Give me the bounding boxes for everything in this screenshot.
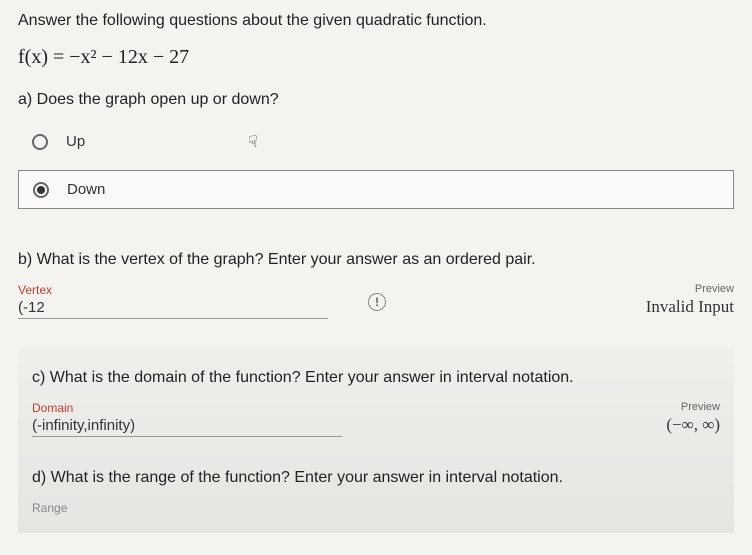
domain-input-group[interactable]: Domain (-infinity,infinity) [32,401,342,437]
domain-field-label: Domain [32,401,342,415]
radio-option-down[interactable]: Down [18,170,734,209]
question-a: a) Does the graph open up or down? [18,91,734,109]
question-b: b) What is the vertex of the graph? Ente… [18,251,734,269]
preview-invalid: Invalid Input [646,297,734,317]
vertex-input-group[interactable]: Vertex (-12 [18,283,328,319]
warning-icon: ! [368,293,386,311]
instruction-text: Answer the following questions about the… [18,12,734,30]
range-field-label: Range [32,501,720,515]
domain-field-value: (-infinity,infinity) [32,417,342,437]
radio-label-up: Up [66,133,85,150]
radio-icon [33,182,49,198]
vertex-field-label: Vertex [18,283,328,297]
radio-icon [32,134,48,150]
question-d: d) What is the range of the function? En… [32,469,720,487]
preview-label: Preview [666,401,720,413]
question-c: c) What is the domain of the function? E… [32,369,720,387]
radio-label-down: Down [67,181,105,198]
preview-label: Preview [646,283,734,295]
preview-domain: (−∞, ∞) [666,415,720,435]
equation-text: f(x) = −x² − 12x − 27 [18,46,734,69]
vertex-field-value: (-12 [18,299,328,319]
radio-option-up[interactable]: Up ☟ [18,123,734,160]
pointer-cursor-icon: ☟ [248,132,258,152]
